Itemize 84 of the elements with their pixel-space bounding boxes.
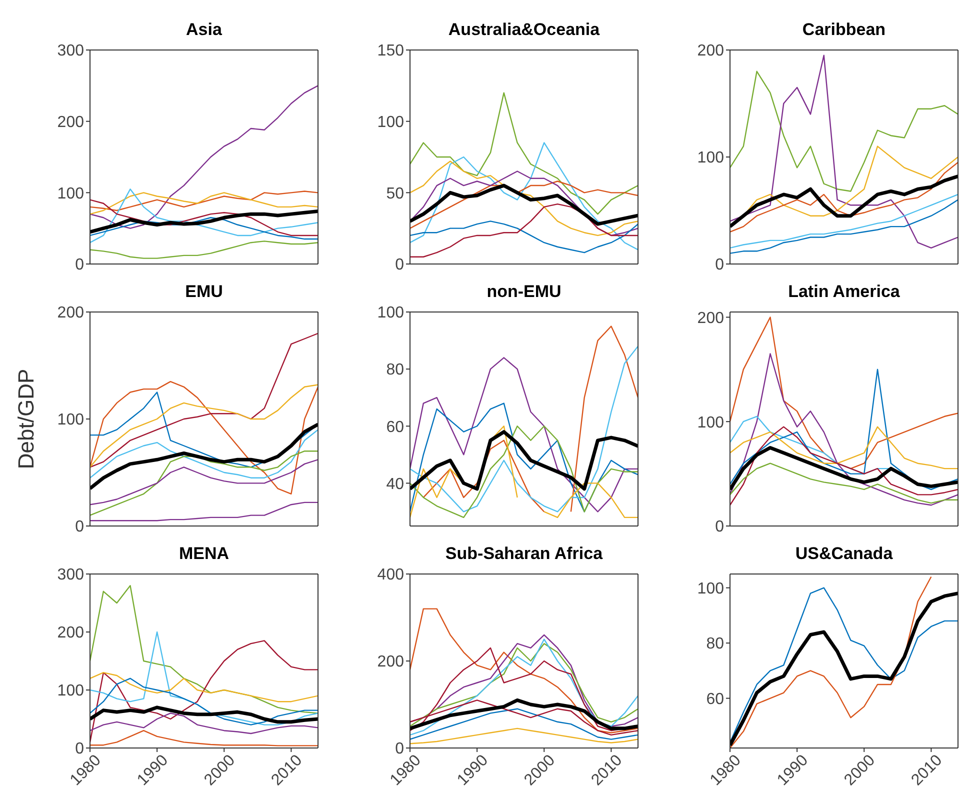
line-series — [90, 712, 318, 734]
line-series — [410, 203, 638, 258]
line-series — [410, 402, 638, 512]
line-series — [730, 194, 958, 249]
line-series — [730, 426, 958, 470]
line-series — [730, 576, 932, 748]
line-series — [90, 192, 318, 215]
line-series — [410, 142, 638, 250]
chart-title: US&Canada — [794, 544, 894, 564]
line-series — [90, 85, 318, 229]
y-tick-label: 200 — [57, 304, 84, 322]
line-series — [410, 708, 638, 740]
y-tick-label: 60 — [706, 690, 724, 708]
line-series — [90, 190, 318, 212]
y-tick-label: 0 — [395, 740, 404, 758]
y-tick-label: 0 — [395, 256, 404, 274]
y-tick-label: 100 — [57, 412, 84, 429]
y-tick-label: 0 — [75, 740, 84, 758]
y-tick-label: 0 — [75, 256, 84, 274]
y-tick-label: 300 — [57, 42, 84, 60]
line-series — [90, 706, 318, 724]
line-series — [90, 209, 318, 234]
line-series — [90, 672, 318, 702]
line-series — [730, 368, 958, 490]
chart-title: Caribbean — [801, 20, 887, 40]
line-series — [730, 174, 958, 228]
y-tick-label: 60 — [386, 418, 404, 436]
line-series — [410, 728, 638, 744]
y-tick-label: 150 — [377, 42, 404, 60]
line-series — [410, 92, 638, 215]
y-tick-label: 100 — [377, 114, 404, 132]
line-series — [730, 54, 958, 249]
y-tick-label: 200 — [697, 310, 724, 327]
line-series — [90, 332, 318, 468]
chart-title: EMU — [184, 282, 224, 302]
y-tick-label: 100 — [57, 185, 84, 202]
y-tick-label: 200 — [57, 114, 84, 132]
line-series — [90, 240, 318, 259]
line-series — [90, 678, 318, 726]
y-tick-label: 100 — [697, 414, 724, 432]
y-tick-label: 80 — [706, 636, 724, 653]
y-tick-label: 100 — [377, 304, 404, 322]
chart-title: non-EMU — [486, 282, 562, 302]
line-series — [730, 353, 958, 506]
y-tick-label: 200 — [697, 42, 724, 60]
y-tick-label: 400 — [377, 566, 404, 584]
line-series — [90, 380, 318, 494]
line-series — [90, 422, 318, 490]
y-tick-label: 200 — [57, 624, 84, 642]
chart-title: MENA — [178, 544, 230, 564]
line-series — [730, 199, 958, 254]
line-series — [410, 426, 638, 518]
y-tick-label: 100 — [697, 580, 724, 598]
chart-title: Asia — [185, 20, 223, 40]
line-series — [90, 188, 318, 244]
chart-title: Latin America — [787, 282, 901, 302]
line-series — [410, 698, 638, 730]
line-series — [730, 70, 958, 192]
y-tick-label: 0 — [715, 256, 724, 274]
y-tick-label: 0 — [715, 518, 724, 536]
line-series — [730, 316, 958, 470]
line-series — [410, 608, 638, 734]
chart-title: Sub-Saharan Africa — [444, 544, 604, 564]
line-series — [730, 446, 958, 492]
line-series — [410, 220, 638, 254]
line-series — [90, 640, 318, 743]
line-series — [90, 429, 318, 478]
y-tick-label: 100 — [697, 150, 724, 167]
line-series — [90, 450, 318, 516]
y-tick-label: 100 — [57, 682, 84, 700]
y-tick-label: 80 — [386, 362, 404, 379]
line-series — [730, 162, 958, 232]
y-tick-label: 40 — [386, 476, 404, 493]
line-series — [90, 502, 318, 522]
chart-title: Australia&Oceania — [447, 20, 601, 40]
line-series — [730, 462, 958, 504]
y-tick-label: 50 — [386, 185, 404, 202]
y-axis-title: Debt/GDP — [14, 368, 38, 470]
line-series — [730, 426, 958, 506]
y-tick-label: 200 — [377, 654, 404, 671]
y-tick-label: 300 — [57, 566, 84, 584]
line-series — [410, 430, 638, 491]
line-series — [90, 459, 318, 506]
y-tick-label: 0 — [75, 518, 84, 536]
